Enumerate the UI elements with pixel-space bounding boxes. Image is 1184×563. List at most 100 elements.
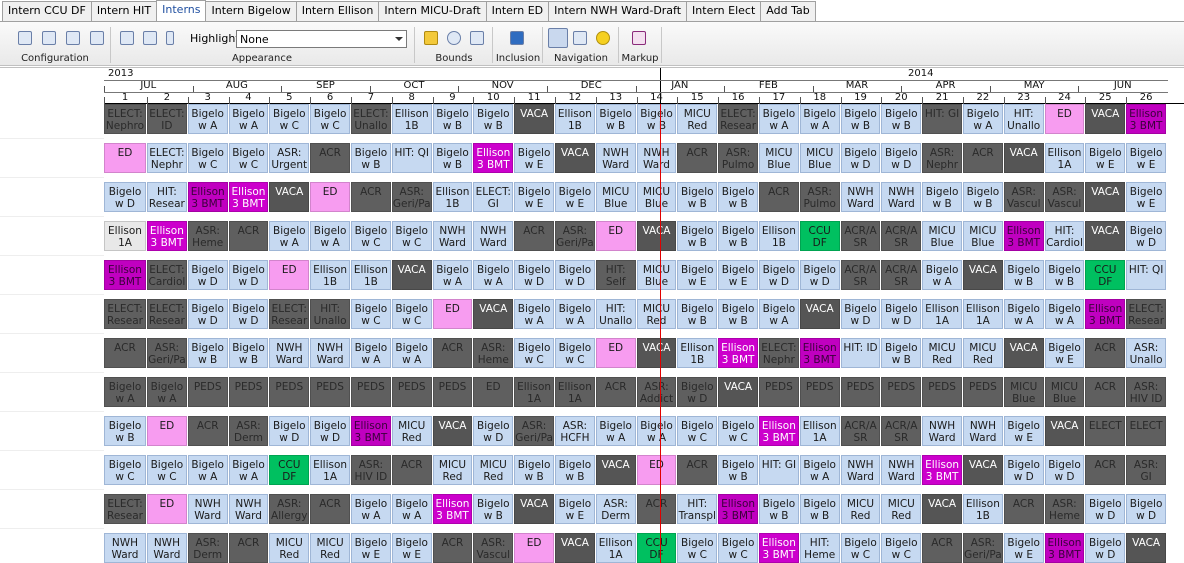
schedule-cell[interactable]: NWH Ward: [922, 416, 962, 446]
schedule-cell[interactable]: HIT: QI: [391, 143, 432, 173]
schedule-cell[interactable]: Bigelow D: [187, 260, 228, 290]
schedule-cell[interactable]: Bigelow B: [799, 494, 840, 524]
schedule-cell[interactable]: ACR/ASR: [840, 416, 881, 446]
schedule-cell[interactable]: Ellison 1A: [1044, 143, 1085, 173]
schedule-cell[interactable]: ELECT: Research: [147, 299, 187, 329]
schedule-cell[interactable]: ED: [147, 494, 187, 524]
schedule-cell[interactable]: Ellison 1B: [677, 338, 718, 368]
schedule-cell[interactable]: VACA: [963, 455, 1003, 485]
schedule-cell[interactable]: ASR: Geri/Pal: [514, 416, 554, 446]
schedule-cell[interactable]: Bigelow C: [187, 143, 228, 173]
schedule-cell[interactable]: Ellison 3 BMT: [351, 416, 391, 446]
schedule-cell[interactable]: MICU Blue: [595, 182, 636, 212]
schedule-cell[interactable]: VACA: [636, 338, 677, 368]
schedule-cell[interactable]: ACR: [963, 143, 1003, 173]
schedule-cell[interactable]: VACA: [555, 143, 595, 173]
schedule-cell[interactable]: ASR: Allergy: [269, 494, 310, 524]
schedule-cell[interactable]: VACA: [432, 416, 473, 446]
tab[interactable]: Intern CCU DF: [2, 1, 92, 21]
schedule-cell[interactable]: Bigelow A: [187, 455, 228, 485]
schedule-cell[interactable]: PEDS: [310, 377, 350, 407]
schedule-cell[interactable]: Bigelow D: [555, 260, 595, 290]
schedule-cell[interactable]: Bigelow C: [269, 104, 310, 134]
schedule-cell[interactable]: Ellison 3 BMT: [1003, 221, 1044, 251]
schedule-cell[interactable]: Bigelow D: [228, 299, 269, 329]
schedule-cell[interactable]: Bigelow E: [1003, 533, 1044, 563]
schedule-cell[interactable]: PEDS: [881, 377, 922, 407]
schedule-cell[interactable]: PEDS: [351, 377, 391, 407]
schedule-cell[interactable]: VACA: [1003, 338, 1044, 368]
schedule-cell[interactable]: Bigelow D: [228, 260, 269, 290]
schedule-cell[interactable]: Bigelow E: [555, 182, 595, 212]
schedule-cell[interactable]: Ellison 3 BMT: [147, 221, 187, 251]
schedule-cell[interactable]: Bigelow D: [799, 260, 840, 290]
schedule-cell[interactable]: PEDS: [799, 377, 840, 407]
schedule-cell[interactable]: Bigelow A: [1044, 299, 1085, 329]
schedule-cell[interactable]: Bigelow C: [351, 299, 391, 329]
schedule-cell[interactable]: Ellison 3 BMT: [1044, 533, 1085, 563]
schedule-cell[interactable]: HIT: Unalloc: [1003, 104, 1044, 134]
schedule-cell[interactable]: CCU DF: [636, 533, 677, 563]
schedule-cell[interactable]: Bigelow A: [351, 338, 391, 368]
schedule-cell[interactable]: Bigelow D: [269, 416, 310, 446]
schedule-cell[interactable]: PEDS: [922, 377, 962, 407]
schedule-cell[interactable]: MICU Blue: [1044, 377, 1085, 407]
schedule-cell[interactable]: ED: [636, 455, 677, 485]
schedule-cell[interactable]: Bigelow C: [677, 533, 718, 563]
schedule-cell[interactable]: Bigelow C: [881, 533, 922, 563]
schedule-cell[interactable]: ASR: Heme: [473, 338, 514, 368]
schedule-cell[interactable]: NWH Ward: [269, 338, 310, 368]
schedule-cell[interactable]: MICU Blue: [799, 143, 840, 173]
schedule-cell[interactable]: MICU Red: [677, 104, 718, 134]
schedule-cell[interactable]: Bigelow E: [1044, 338, 1085, 368]
schedule-cell[interactable]: Bigelow E: [351, 533, 391, 563]
tab[interactable]: Intern MICU-Draft: [378, 1, 487, 21]
schedule-cell[interactable]: ASR: Geri/Pal: [147, 338, 187, 368]
schedule-cell[interactable]: NWH Ward: [187, 494, 228, 524]
schedule-cell[interactable]: Bigelow D: [187, 299, 228, 329]
schedule-cell[interactable]: NWH Ward: [147, 533, 187, 563]
schedule-cell[interactable]: MICU Red: [391, 416, 432, 446]
schedule-cell[interactable]: Bigelow B: [514, 455, 554, 485]
schedule-cell[interactable]: Bigelow B: [922, 182, 962, 212]
schedule-cell[interactable]: MICU Red: [963, 338, 1003, 368]
schedule-cell[interactable]: Bigelow A: [514, 299, 554, 329]
schedule-cell[interactable]: MICU Red: [310, 533, 350, 563]
schedule-cell[interactable]: ELECT: Unalloc: [351, 104, 391, 134]
schedule-cell[interactable]: Ellison 3 BMT: [759, 416, 799, 446]
schedule-cell[interactable]: Bigelow C: [391, 221, 432, 251]
schedule-cell[interactable]: Bigelow B: [677, 221, 718, 251]
schedule-cell[interactable]: ELECT: Researc: [718, 104, 758, 134]
schedule-cell[interactable]: ASR: Unalloc: [1126, 338, 1166, 368]
schedule-cell[interactable]: NWH Ward: [636, 143, 677, 173]
schedule-cell[interactable]: HIT: ID: [840, 338, 881, 368]
schedule-cell[interactable]: Bigelow B: [432, 143, 473, 173]
schedule-cell[interactable]: NWH Ward: [104, 533, 146, 563]
schedule-cell[interactable]: VACA: [1044, 416, 1085, 446]
schedule-cell[interactable]: Bigelow B: [759, 494, 799, 524]
schedule-cell[interactable]: ASR: Addict: [636, 377, 677, 407]
schedule-cell[interactable]: VACA: [391, 260, 432, 290]
schedule-cell[interactable]: ACR: [514, 221, 554, 251]
schedule-cell[interactable]: ELECT: Cardiolo: [147, 260, 187, 290]
schedule-cell[interactable]: Bigelow A: [147, 377, 187, 407]
schedule-cell[interactable]: ELECT: Resear: [1126, 299, 1166, 329]
icon[interactable]: [510, 31, 524, 45]
schedule-cell[interactable]: CCU DF: [799, 221, 840, 251]
schedule-cell[interactable]: NWH Ward: [881, 182, 922, 212]
icon[interactable]: [66, 31, 80, 45]
schedule-cell[interactable]: Bigelow A: [104, 377, 146, 407]
tab[interactable]: Intern Bigelow: [205, 1, 297, 21]
schedule-cell[interactable]: VACA: [269, 182, 310, 212]
schedule-cell[interactable]: Bigelow C: [718, 416, 758, 446]
schedule-cell[interactable]: Bigelow D: [104, 182, 146, 212]
schedule-cell[interactable]: Bigelow C: [677, 416, 718, 446]
schedule-cell[interactable]: ACR/ASR: [881, 416, 922, 446]
schedule-cell[interactable]: NWH Ward: [881, 455, 922, 485]
schedule-cell[interactable]: VACA: [1085, 104, 1126, 134]
tab[interactable]: Intern Ellison: [295, 1, 380, 21]
schedule-cell[interactable]: Ellison 1A: [595, 533, 636, 563]
schedule-cell[interactable]: ASR: Vascula: [473, 533, 514, 563]
schedule-cell[interactable]: Ellison 1B: [432, 182, 473, 212]
tab[interactable]: Interns: [156, 0, 207, 22]
